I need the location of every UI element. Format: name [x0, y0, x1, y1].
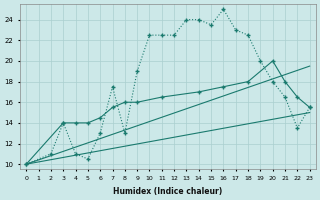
X-axis label: Humidex (Indice chaleur): Humidex (Indice chaleur): [113, 187, 223, 196]
